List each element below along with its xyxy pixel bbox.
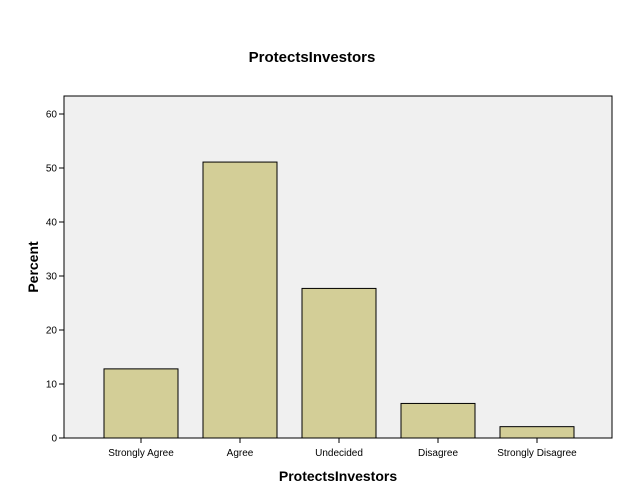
x-axis-title: ProtectsInvestors <box>279 468 397 484</box>
bar <box>103 368 179 439</box>
chart-title: ProtectsInvestors <box>249 49 376 66</box>
y-tick-label: 40 <box>46 218 58 229</box>
y-tick-label: 30 <box>46 272 58 283</box>
y-axis: 0 10 20 30 40 50 60 <box>46 110 64 445</box>
y-tick-label: 60 <box>46 110 58 121</box>
y-axis-title: Percent <box>25 241 41 293</box>
bar <box>301 287 377 439</box>
x-tick-label: Undecided <box>315 448 363 459</box>
x-tick-label: Strongly Agree <box>108 448 174 459</box>
y-tick-label: 0 <box>51 434 57 445</box>
y-tick-label: 50 <box>46 164 58 175</box>
x-tick-label: Disagree <box>418 448 458 459</box>
bar <box>499 426 575 439</box>
bar <box>400 402 476 439</box>
y-tick-label: 10 <box>46 380 58 391</box>
y-tick-label: 20 <box>46 326 58 337</box>
bar <box>202 161 278 439</box>
x-axis: Strongly Agree Agree Undecided Disagree Stro… <box>108 438 577 459</box>
bars <box>103 161 575 439</box>
x-tick-label: Agree <box>227 448 254 459</box>
x-tick-label: Strongly Disagree <box>497 448 577 459</box>
